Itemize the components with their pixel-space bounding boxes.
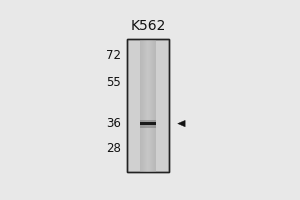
Bar	[142, 39, 143, 172]
Bar	[140, 122, 156, 125]
Bar	[148, 39, 149, 172]
Bar	[141, 39, 142, 172]
Bar	[140, 120, 156, 128]
Bar	[152, 39, 153, 172]
Text: 72: 72	[106, 49, 121, 62]
Polygon shape	[178, 120, 185, 127]
Text: 28: 28	[106, 142, 121, 155]
Text: K562: K562	[130, 19, 166, 33]
Bar	[149, 39, 150, 172]
Bar	[144, 39, 145, 172]
Bar	[150, 39, 151, 172]
Bar	[143, 39, 144, 172]
Bar	[127, 39, 169, 172]
Bar	[140, 39, 141, 172]
Bar	[127, 39, 169, 172]
Bar	[145, 39, 146, 172]
Bar	[154, 39, 155, 172]
Bar	[146, 39, 147, 172]
Bar	[153, 39, 154, 172]
Text: 36: 36	[106, 117, 121, 130]
Bar	[151, 39, 152, 172]
Text: 55: 55	[106, 76, 121, 89]
Bar	[147, 39, 148, 172]
Bar	[155, 39, 156, 172]
